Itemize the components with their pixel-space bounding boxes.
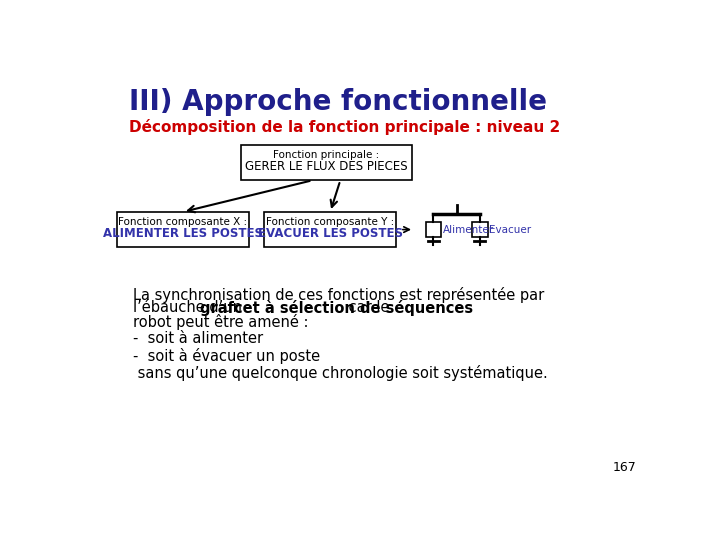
Text: Fonction composante Y :: Fonction composante Y : — [266, 217, 395, 227]
Text: grafcet à sélection de séquences: grafcet à sélection de séquences — [200, 300, 473, 316]
Text: l’ébauche d’un: l’ébauche d’un — [132, 300, 246, 315]
Text: robot peut être amené :: robot peut être amené : — [132, 314, 308, 330]
Text: ALIMENTER LES POSTES: ALIMENTER LES POSTES — [103, 227, 263, 240]
Text: -  soit à alimenter: - soit à alimenter — [132, 331, 263, 346]
Text: Evacuer: Evacuer — [489, 225, 531, 234]
Bar — [241, 145, 412, 180]
Text: Fonction principale :: Fonction principale : — [274, 150, 379, 160]
Bar — [472, 222, 487, 237]
Bar — [117, 212, 249, 247]
Text: III) Approche fonctionnelle: III) Approche fonctionnelle — [129, 88, 546, 116]
Text: Décomposition de la fonction principale : niveau 2: Décomposition de la fonction principale … — [129, 119, 560, 134]
Bar — [426, 222, 441, 237]
Text: EVACUER LES POSTES: EVACUER LES POSTES — [258, 227, 402, 240]
Text: -  soit à évacuer un poste: - soit à évacuer un poste — [132, 348, 320, 364]
Text: Alimenter: Alimenter — [443, 225, 494, 234]
Text: 167: 167 — [613, 462, 636, 475]
Bar — [264, 212, 396, 247]
Text: La synchronisation de ces fonctions est représentée par: La synchronisation de ces fonctions est … — [132, 287, 544, 302]
Text: car le: car le — [344, 300, 390, 315]
Text: Fonction composante X :: Fonction composante X : — [118, 217, 248, 227]
Text: sans qu’une quelconque chronologie soit systématique.: sans qu’une quelconque chronologie soit … — [132, 365, 547, 381]
Text: GERER LE FLUX DES PIECES: GERER LE FLUX DES PIECES — [245, 160, 408, 173]
